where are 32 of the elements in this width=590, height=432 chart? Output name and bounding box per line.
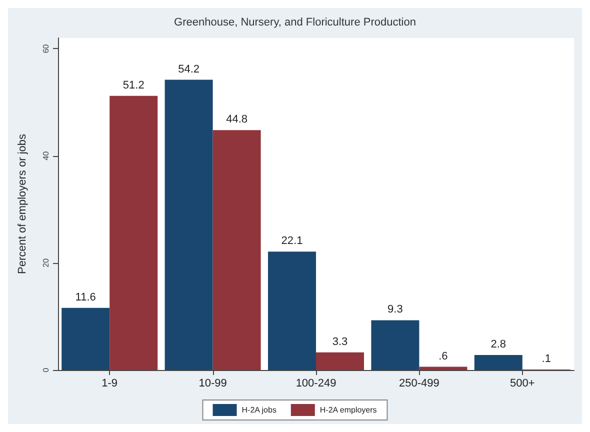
data-label: 3.3 bbox=[332, 336, 348, 348]
data-label: 54.2 bbox=[178, 63, 200, 76]
bar bbox=[164, 80, 213, 370]
bar bbox=[268, 252, 316, 370]
y-tick-label: 60 bbox=[42, 44, 50, 54]
x-tick-label: 1-9 bbox=[102, 378, 118, 390]
legend-label: H-2A employers bbox=[320, 406, 377, 414]
data-label: 11.6 bbox=[75, 291, 96, 304]
x-tick-label: 250-499 bbox=[399, 378, 440, 390]
bar bbox=[110, 96, 158, 370]
bar bbox=[62, 308, 110, 370]
x-tick-label: 500+ bbox=[510, 378, 535, 390]
y-tick-label: 20 bbox=[42, 258, 50, 268]
data-label: 51.2 bbox=[122, 79, 144, 92]
bar bbox=[474, 355, 522, 370]
data-label: .6 bbox=[438, 350, 448, 362]
legend-label: H-2A jobs bbox=[242, 406, 276, 414]
bar bbox=[371, 320, 420, 370]
data-label: 2.8 bbox=[490, 338, 506, 351]
y-tick-label: 0 bbox=[42, 367, 50, 372]
bar bbox=[419, 366, 468, 370]
y-tick-label: 40 bbox=[42, 150, 50, 160]
data-label: 22.1 bbox=[281, 235, 303, 248]
data-label: 44.8 bbox=[226, 114, 248, 126]
bar bbox=[212, 130, 261, 370]
data-label: 9.3 bbox=[388, 304, 403, 316]
x-tick-label: 10-99 bbox=[198, 378, 227, 390]
chart-title: Greenhouse, Nursery, and Floriculture Production bbox=[174, 16, 416, 28]
y-axis-title: Percent of employers or jobs bbox=[16, 134, 28, 274]
bar bbox=[316, 352, 364, 370]
x-tick-label: 100-249 bbox=[296, 378, 336, 390]
data-label: .1 bbox=[542, 352, 551, 365]
